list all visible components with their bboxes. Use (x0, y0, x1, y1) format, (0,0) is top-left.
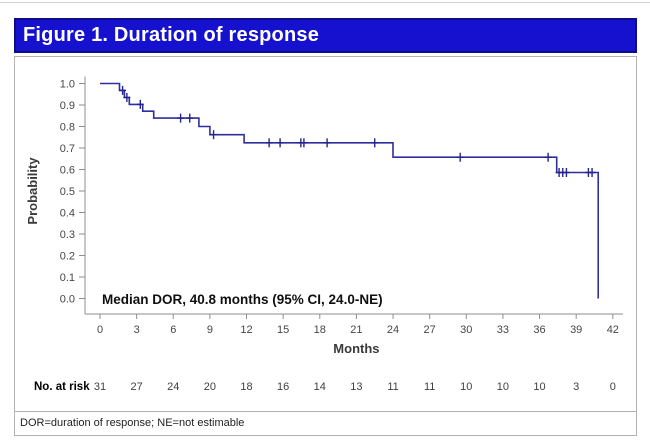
y-axis: 0.0 0.1 0.2 0.3 0.4 0.5 0.6 0.7 0.8 0.9 1.0 Probabi… (25, 76, 86, 314)
svg-text:24: 24 (387, 324, 399, 336)
figure-header: Figure 1. Duration of response (14, 18, 637, 53)
annotation-text: Median DOR, 40.8 months (95% CI, 24.0-NE… (102, 292, 383, 307)
svg-text:15: 15 (277, 324, 289, 336)
svg-text:36: 36 (533, 324, 545, 336)
svg-text:1.0: 1.0 (60, 79, 75, 91)
svg-text:21: 21 (350, 324, 362, 336)
svg-text:24: 24 (167, 381, 179, 393)
svg-text:27: 27 (131, 381, 143, 393)
svg-text:0.6: 0.6 (60, 165, 75, 177)
svg-text:0.4: 0.4 (60, 208, 75, 220)
svg-text:10: 10 (460, 381, 472, 393)
figure-title: Figure 1. Duration of response (23, 24, 320, 46)
svg-text:11: 11 (424, 381, 435, 393)
y-axis-title: Probability (25, 157, 40, 225)
svg-text:27: 27 (424, 324, 436, 336)
svg-text:10: 10 (497, 381, 509, 393)
censor-marks (119, 85, 596, 178)
svg-text:33: 33 (497, 324, 509, 336)
svg-text:0.2: 0.2 (60, 251, 75, 263)
svg-text:Median DOR, 40.8 months (95% C: Median DOR, 40.8 months (95% CI, 24.0-NE… (102, 292, 383, 307)
svg-text:16: 16 (277, 381, 289, 393)
svg-text:6: 6 (170, 324, 176, 336)
at-risk-row: No. at risk 31 27 24 20 18 16 14 13 11 11 10 10 10 3 0 (34, 381, 616, 393)
svg-text:39: 39 (570, 324, 582, 336)
svg-text:30: 30 (460, 324, 472, 336)
svg-text:20: 20 (204, 381, 216, 393)
figure-footnote: DOR=duration of response; NE=not estimab… (20, 417, 245, 429)
svg-text:9: 9 (207, 324, 213, 336)
svg-text:3: 3 (573, 381, 579, 393)
figure-body: 0.0 0.1 0.2 0.3 0.4 0.5 0.6 0.7 0.8 0.9 1.0 Probabi… (14, 56, 637, 412)
top-divider (0, 2, 650, 3)
svg-text:0.8: 0.8 (60, 122, 75, 134)
svg-text:13: 13 (350, 381, 362, 393)
svg-text:0.7: 0.7 (60, 143, 75, 155)
figure-footnote-box: DOR=duration of response; NE=not estimab… (14, 411, 637, 436)
x-axis-title: Months (333, 341, 379, 356)
svg-text:0.9: 0.9 (60, 100, 75, 112)
svg-text:3: 3 (134, 324, 140, 336)
km-curve (100, 82, 599, 299)
svg-text:31: 31 (94, 381, 106, 393)
svg-text:No. at risk: No. at risk (34, 381, 90, 393)
km-plot: 0.0 0.1 0.2 0.3 0.4 0.5 0.6 0.7 0.8 0.9 1.0 Probabi… (25, 76, 623, 393)
svg-text:0: 0 (97, 324, 103, 336)
svg-text:12: 12 (240, 324, 252, 336)
svg-text:11: 11 (387, 381, 398, 393)
svg-text:10: 10 (533, 381, 545, 393)
svg-text:14: 14 (314, 381, 326, 393)
svg-text:0.0: 0.0 (60, 294, 75, 306)
svg-text:0.5: 0.5 (60, 186, 75, 198)
svg-text:0.3: 0.3 (60, 229, 75, 241)
svg-text:18: 18 (240, 381, 252, 393)
svg-text:0.1: 0.1 (60, 272, 75, 284)
svg-text:18: 18 (314, 324, 326, 336)
svg-text:42: 42 (607, 324, 619, 336)
svg-text:0: 0 (610, 381, 616, 393)
